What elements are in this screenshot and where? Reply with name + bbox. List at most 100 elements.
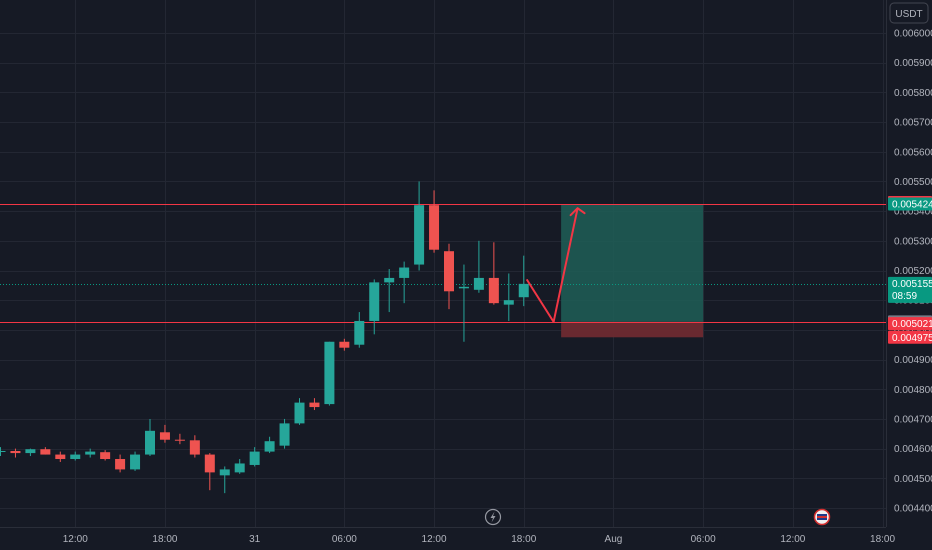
x-tick-label: 12:00 xyxy=(422,534,447,545)
y-tick-label: 0.004700 xyxy=(894,414,932,425)
candle-body xyxy=(55,454,66,460)
x-tick-label: 18:00 xyxy=(152,534,177,545)
price-badge-label: 0.005424 xyxy=(892,200,932,211)
currency-label: USDT xyxy=(895,9,922,20)
candle[interactable] xyxy=(279,418,290,449)
candle[interactable] xyxy=(414,181,425,271)
candle-body xyxy=(444,251,454,292)
y-tick-label: 0.004600 xyxy=(894,444,932,455)
candle-body xyxy=(234,463,245,473)
candle-body xyxy=(458,286,469,289)
candle[interactable] xyxy=(458,264,469,342)
candle[interactable] xyxy=(264,436,275,454)
candle-body xyxy=(0,451,6,452)
currency-button[interactable] xyxy=(889,2,929,24)
candle[interactable] xyxy=(518,255,529,307)
candle[interactable] xyxy=(444,243,454,310)
candle[interactable] xyxy=(339,338,350,351)
price-badge xyxy=(888,276,932,303)
y-tick-label: 0.004400 xyxy=(894,504,932,515)
y-tick-label: 0.004800 xyxy=(894,385,932,396)
candle[interactable] xyxy=(429,190,440,253)
candle[interactable] xyxy=(369,279,380,335)
candle[interactable] xyxy=(249,447,260,467)
candle-body xyxy=(473,277,484,290)
candle-body xyxy=(503,300,514,305)
lightning-icon[interactable] xyxy=(484,508,502,526)
candle[interactable] xyxy=(40,447,51,455)
candle[interactable] xyxy=(309,398,320,411)
x-tick-label: 06:00 xyxy=(691,534,716,545)
candle[interactable] xyxy=(503,273,514,321)
candle-body xyxy=(174,439,185,441)
candle-body xyxy=(518,283,529,298)
candle[interactable] xyxy=(25,448,36,457)
y-tick-label: 0.005500 xyxy=(894,177,932,188)
flag-icon[interactable] xyxy=(813,508,831,526)
x-tick-label: 12:00 xyxy=(780,534,805,545)
candle-body xyxy=(70,454,81,460)
candle-body xyxy=(294,402,305,424)
candle-body xyxy=(25,449,36,454)
candle[interactable] xyxy=(473,240,484,293)
candle-body xyxy=(40,449,51,455)
candle-body xyxy=(219,469,230,476)
y-tick-label: 0.005900 xyxy=(894,58,932,69)
price-axis[interactable] xyxy=(886,0,932,550)
candle-body xyxy=(324,341,335,405)
x-tick-label: 06:00 xyxy=(332,534,357,545)
y-tick-label: 0.005800 xyxy=(894,88,932,99)
candle-body xyxy=(399,267,410,278)
candle[interactable] xyxy=(234,459,245,474)
candle[interactable] xyxy=(219,466,230,494)
candle-body xyxy=(429,205,440,250)
x-tick-label: 18:00 xyxy=(511,534,536,545)
candle-body xyxy=(130,454,141,470)
candle-body xyxy=(339,341,350,348)
price-badge xyxy=(888,317,932,331)
candle[interactable] xyxy=(174,433,185,445)
candle[interactable] xyxy=(354,312,365,348)
candle[interactable] xyxy=(145,418,155,457)
candle[interactable] xyxy=(85,448,96,458)
candle[interactable] xyxy=(189,435,200,458)
candle-body xyxy=(10,451,21,454)
candle[interactable] xyxy=(55,451,66,462)
y-tick-label: 0.005300 xyxy=(894,236,932,247)
candle[interactable] xyxy=(488,242,499,305)
y-tick-label: 0.004900 xyxy=(894,355,932,366)
y-tick-label: 0.004500 xyxy=(894,474,932,485)
y-tick-label: 0.006000 xyxy=(894,29,932,40)
projection-path[interactable] xyxy=(525,207,579,323)
candle[interactable] xyxy=(130,451,141,471)
candle[interactable] xyxy=(324,341,335,406)
price-badge xyxy=(888,330,932,344)
grid xyxy=(0,0,886,527)
candle[interactable] xyxy=(115,454,126,473)
candle[interactable] xyxy=(399,261,410,304)
candle[interactable] xyxy=(294,398,305,425)
x-tick-label: 18:00 xyxy=(870,534,895,545)
candle[interactable] xyxy=(0,447,6,457)
profit-zone[interactable] xyxy=(561,204,704,322)
candle[interactable] xyxy=(204,453,215,491)
candle-body xyxy=(85,451,96,455)
candle[interactable] xyxy=(159,424,170,443)
countdown-label: 08:59 xyxy=(892,291,917,302)
candle[interactable] xyxy=(100,450,111,461)
candle-body xyxy=(189,440,200,455)
candle[interactable] xyxy=(384,269,395,313)
candle-body xyxy=(264,441,275,452)
candle-body xyxy=(159,432,170,440)
candle[interactable] xyxy=(70,451,81,461)
x-tick-label: 12:00 xyxy=(63,534,88,545)
y-tick-label: 0.005600 xyxy=(894,147,932,158)
x-tick-label: 31 xyxy=(249,534,261,545)
candle[interactable] xyxy=(10,448,21,458)
candle-body xyxy=(309,402,320,408)
stop-loss-zone[interactable] xyxy=(561,321,704,338)
y-tick-label: 0.005700 xyxy=(894,118,932,129)
y-tick-label: 0.005200 xyxy=(894,266,932,277)
